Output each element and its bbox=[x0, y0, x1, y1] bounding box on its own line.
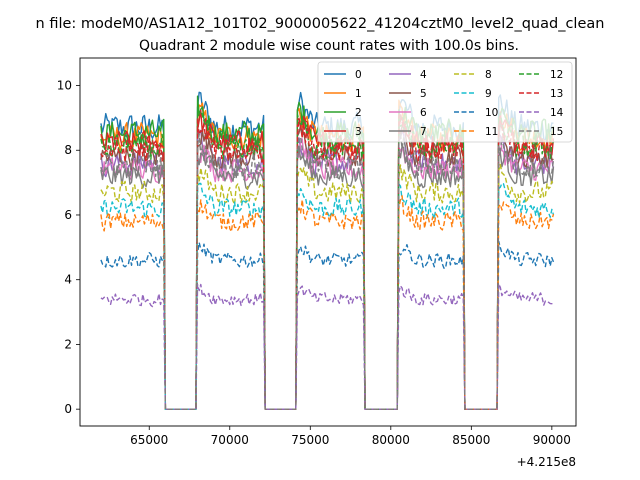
legend-label-14: 14 bbox=[550, 107, 564, 119]
legend-label-12: 12 bbox=[550, 69, 563, 81]
y-tick-label: 4 bbox=[64, 273, 72, 287]
x-tick-label: 75000 bbox=[291, 433, 329, 447]
x-axis: 65000 70000 75000 80000 85000 90000 bbox=[130, 426, 571, 447]
y-axis: 0 2 4 6 8 10 bbox=[57, 79, 80, 416]
plot-frame bbox=[79, 57, 577, 427]
y-tick-label: 10 bbox=[57, 79, 72, 93]
legend-frame bbox=[317, 61, 573, 143]
legend-label-15: 15 bbox=[550, 126, 563, 138]
legend-label-2: 2 bbox=[355, 107, 362, 119]
y-tick-label: 8 bbox=[64, 143, 72, 157]
legend-label-9: 9 bbox=[485, 88, 492, 100]
y-tick-label: 0 bbox=[64, 402, 72, 416]
y-tick-label: 2 bbox=[64, 337, 72, 351]
legend-label-3: 3 bbox=[355, 126, 362, 138]
legend-label-8: 8 bbox=[485, 69, 492, 81]
legend-label-11: 11 bbox=[485, 126, 498, 138]
chart-title: Quadrant 2 module wise count rates with … bbox=[139, 38, 519, 54]
legend-label-4: 4 bbox=[420, 69, 427, 81]
x-tick-label: 85000 bbox=[452, 433, 490, 447]
legend-label-13: 13 bbox=[550, 88, 563, 100]
x-tick-label: 80000 bbox=[372, 433, 410, 447]
x-offset-label: +4.215e8 bbox=[517, 455, 576, 469]
y-tick-label: 6 bbox=[64, 208, 72, 222]
legend-label-10: 10 bbox=[485, 107, 498, 119]
legend-label-1: 1 bbox=[355, 88, 362, 100]
x-tick-label: 70000 bbox=[211, 433, 249, 447]
x-tick-label: 65000 bbox=[130, 433, 168, 447]
legend-label-5: 5 bbox=[420, 88, 427, 100]
legend-label-6: 6 bbox=[420, 107, 427, 119]
figure-suptitle: n file: modeM0/AS1A12_101T02_9000005622_… bbox=[36, 16, 605, 32]
x-tick-label: 90000 bbox=[533, 433, 571, 447]
legend-label-7: 7 bbox=[420, 126, 427, 138]
series-line-15 bbox=[100, 132, 555, 410]
legend-label-0: 0 bbox=[355, 69, 362, 81]
